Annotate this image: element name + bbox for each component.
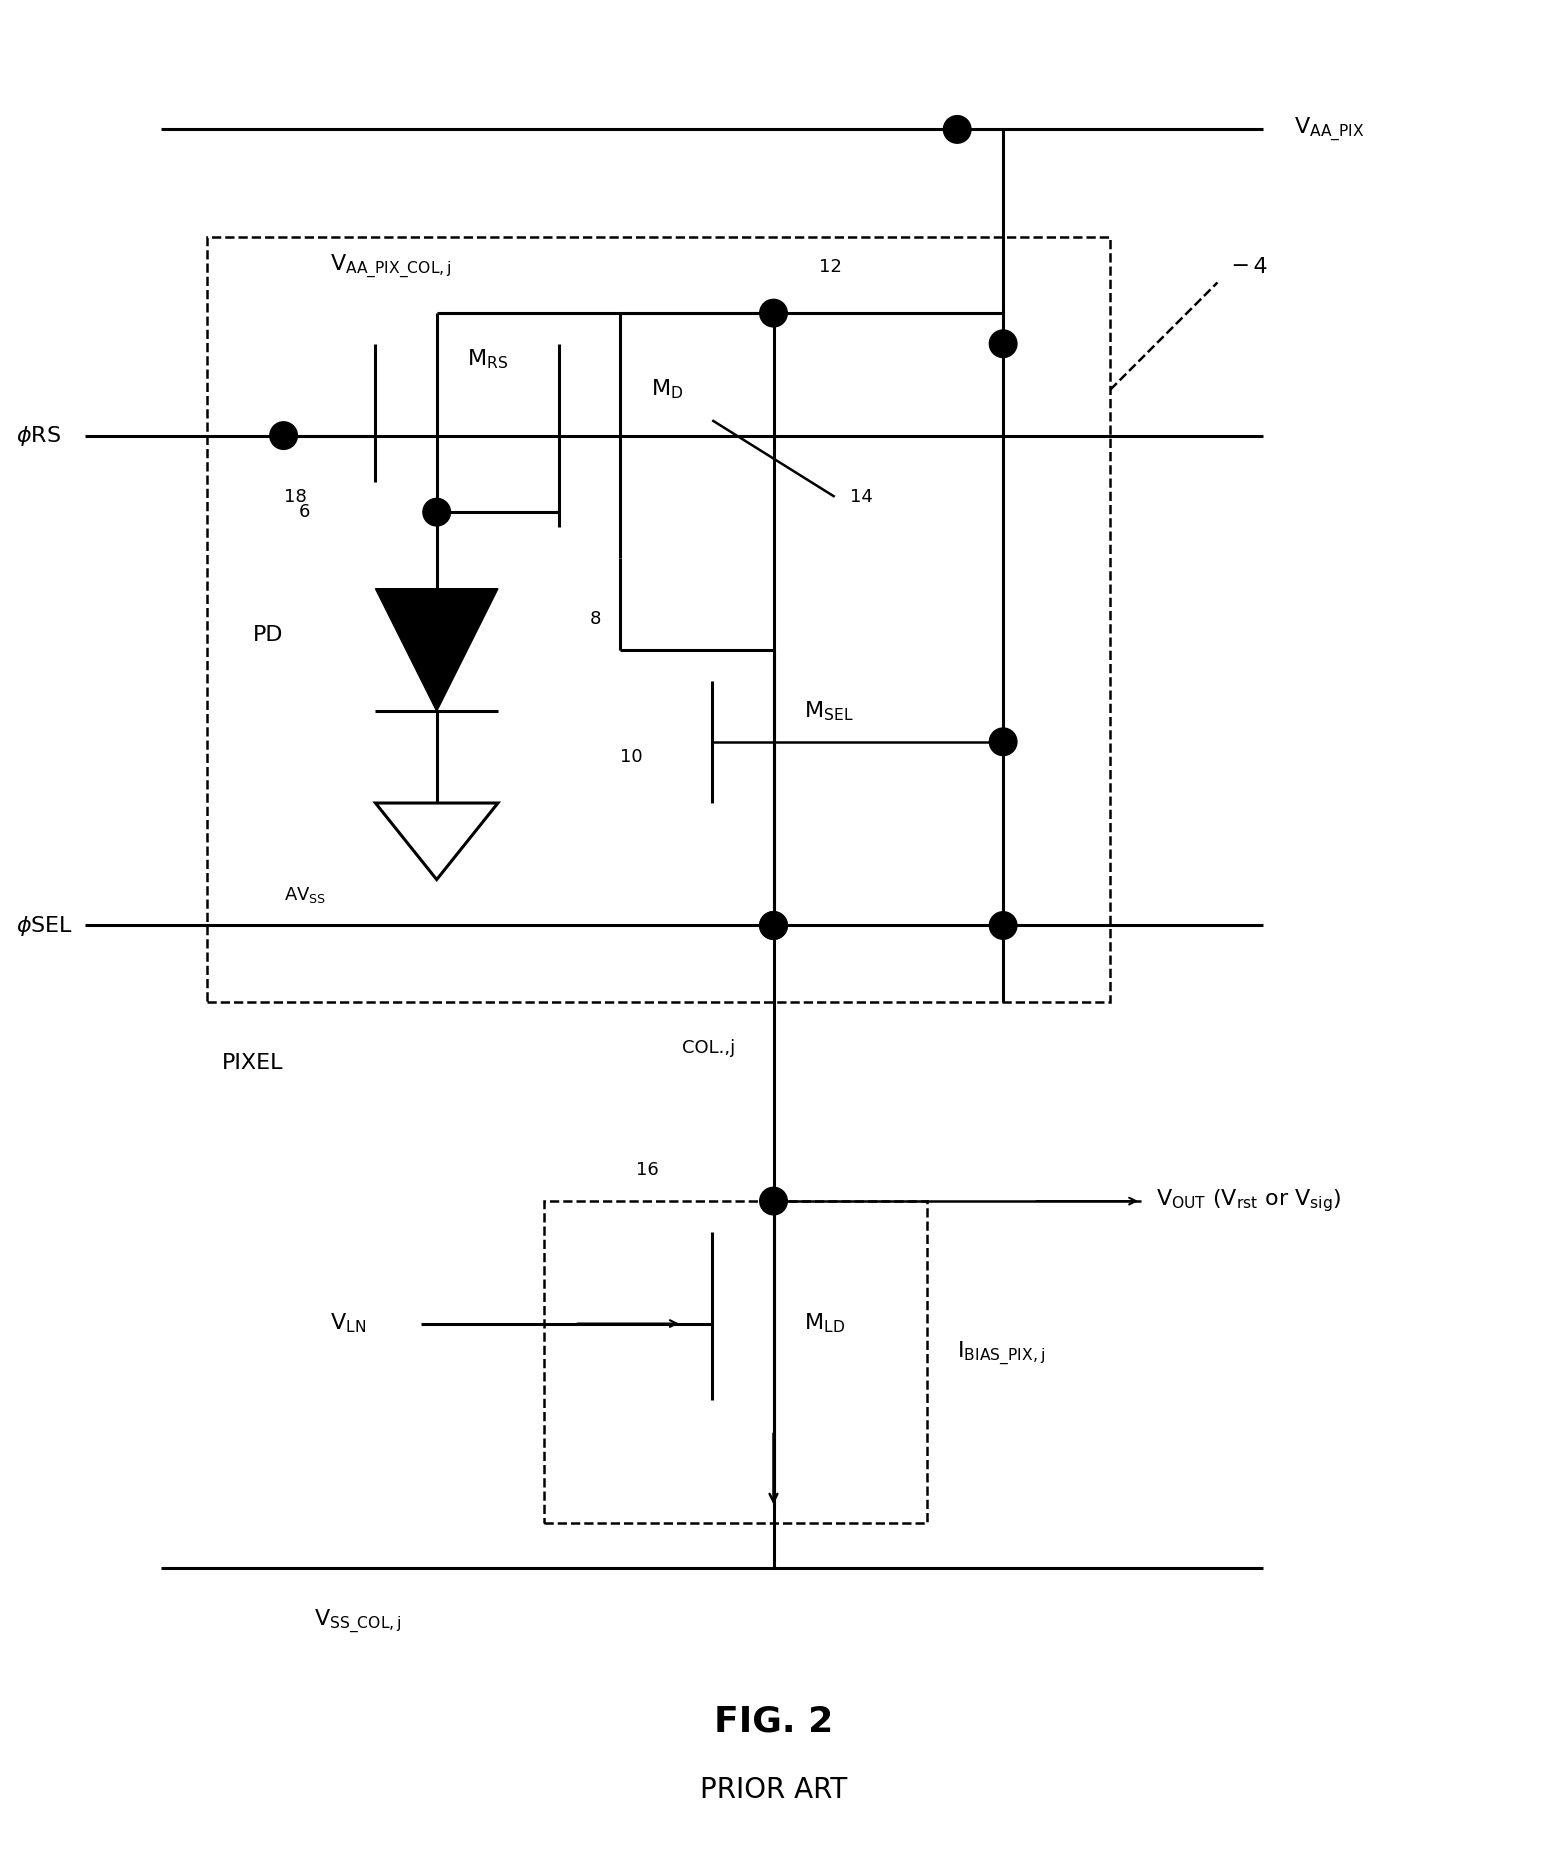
Text: PD: PD [254,624,283,644]
Text: AV$_{\mathsf{SS}}$: AV$_{\mathsf{SS}}$ [283,885,326,905]
Text: 16: 16 [636,1161,659,1179]
Text: 14: 14 [849,489,873,505]
Circle shape [422,498,450,526]
Text: COL.,j: COL.,j [682,1038,735,1057]
Bar [207,237,1111,1001]
Circle shape [760,913,787,938]
Text: V$_{\mathsf{OUT}}$ (V$_{\mathsf{rst}}$ or V$_{\mathsf{sig}}$): V$_{\mathsf{OUT}}$ (V$_{\mathsf{rst}}$ o… [1156,1188,1341,1214]
Circle shape [944,115,972,143]
Text: I$_{\mathsf{BIAS\_PIX, j}}$: I$_{\mathsf{BIAS\_PIX, j}}$ [958,1340,1046,1368]
Text: $\phi$SEL: $\phi$SEL [15,914,73,937]
Circle shape [269,422,297,450]
Circle shape [990,329,1016,357]
Text: M$_{\mathsf{SEL}}$: M$_{\mathsf{SEL}}$ [804,700,854,724]
Text: V$_{\mathsf{SS\_COL,j}}$: V$_{\mathsf{SS\_COL,j}}$ [314,1609,402,1636]
Circle shape [990,913,1016,938]
Text: 10: 10 [620,748,644,766]
Text: M$_{\mathsf{RS}}$: M$_{\mathsf{RS}}$ [467,348,509,370]
Text: V$_{\mathsf{AA\_PIX\_COL,j}}$: V$_{\mathsf{AA\_PIX\_COL,j}}$ [330,254,452,281]
Text: PRIOR ART: PRIOR ART [699,1777,848,1805]
Text: M$_{\mathsf{D}}$: M$_{\mathsf{D}}$ [651,378,684,402]
Circle shape [990,727,1016,755]
Polygon shape [376,589,498,711]
Text: 6: 6 [299,503,311,522]
Bar [545,1201,927,1523]
Text: 12: 12 [820,257,842,276]
Text: M$_{\mathsf{LD}}$: M$_{\mathsf{LD}}$ [804,1312,845,1335]
Text: V$_{\mathsf{LN}}$: V$_{\mathsf{LN}}$ [330,1312,365,1335]
Text: $\phi$RS: $\phi$RS [15,424,60,448]
Text: V$_{\mathsf{AA\_PIX}}$: V$_{\mathsf{AA\_PIX}}$ [1293,115,1364,144]
Circle shape [760,300,787,328]
Circle shape [760,1186,787,1214]
Text: PIXEL: PIXEL [223,1053,283,1074]
Text: ─ 4: ─ 4 [1233,257,1267,278]
Text: 18: 18 [283,489,306,505]
Circle shape [760,913,787,938]
Text: FIG. 2: FIG. 2 [713,1705,834,1738]
Text: 8: 8 [589,611,602,627]
